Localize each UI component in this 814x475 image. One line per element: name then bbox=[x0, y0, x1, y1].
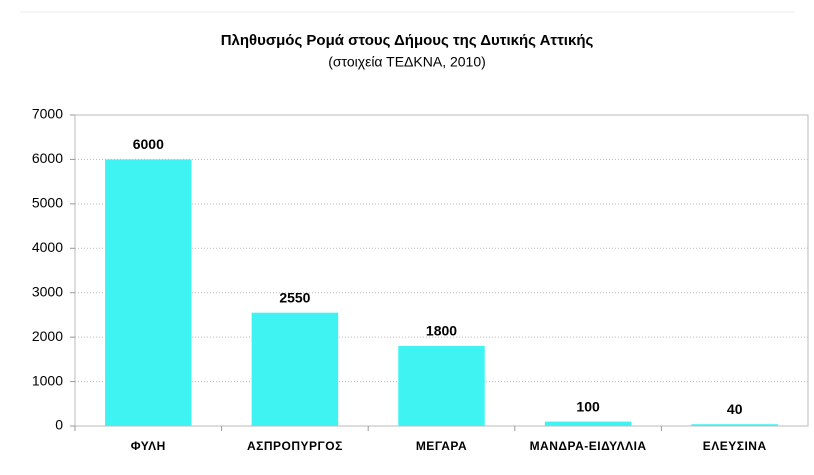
data-label: 6000 bbox=[133, 136, 164, 152]
bar bbox=[691, 424, 778, 426]
x-tick-label: ΕΛΕΥΣΙΝΑ bbox=[702, 439, 767, 453]
chart-title: Πληθυσμός Ρομά στους Δήμους της Δυτικής … bbox=[221, 32, 594, 49]
x-tick-label: ΜΑΝΔΡΑ-ΕΙΔΥΛΛΙΑ bbox=[529, 439, 647, 453]
x-tick-label: ΑΣΠΡΟΠΥΡΓΟΣ bbox=[246, 439, 343, 453]
data-label: 1800 bbox=[426, 323, 457, 339]
data-label: 40 bbox=[727, 401, 743, 417]
x-tick-label: ΦΥΛΗ bbox=[130, 439, 166, 453]
chart-subtitle: (στοιχεία ΤΕΔΚΝΑ, 2010) bbox=[328, 54, 486, 70]
y-tick-label: 0 bbox=[55, 417, 63, 433]
y-tick-label: 3000 bbox=[32, 283, 63, 299]
y-tick-label: 6000 bbox=[32, 150, 63, 166]
bar bbox=[398, 346, 485, 426]
y-tick-label: 4000 bbox=[32, 239, 63, 255]
y-tick-label: 7000 bbox=[32, 106, 63, 122]
x-tick-label: ΜΕΓΑΡΑ bbox=[415, 439, 468, 453]
y-tick-label: 2000 bbox=[32, 328, 63, 344]
data-label: 2550 bbox=[279, 289, 310, 305]
bar bbox=[544, 421, 632, 426]
y-tick-label: 1000 bbox=[32, 372, 63, 388]
data-label: 100 bbox=[576, 398, 600, 414]
y-tick-label: 5000 bbox=[32, 195, 63, 211]
bar bbox=[105, 159, 192, 426]
bar bbox=[251, 312, 339, 426]
